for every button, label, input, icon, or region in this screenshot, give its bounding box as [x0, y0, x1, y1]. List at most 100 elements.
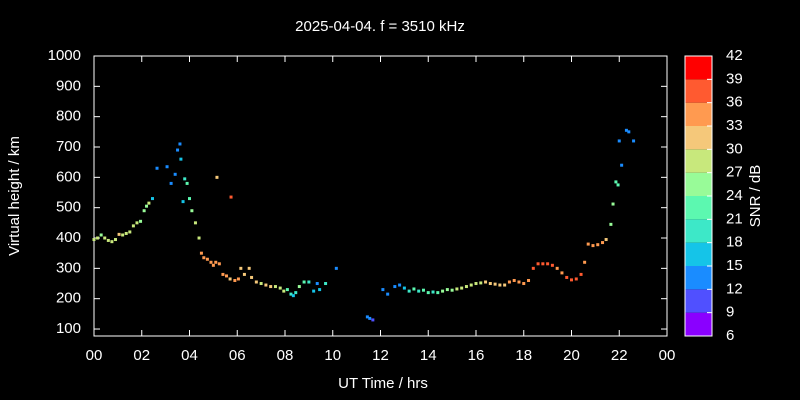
colorbar-tick-label: 18 — [726, 234, 743, 251]
y-tick-label: 600 — [56, 168, 81, 185]
point — [205, 257, 209, 261]
point — [291, 294, 295, 298]
point — [365, 315, 369, 319]
point — [145, 204, 149, 208]
point — [407, 289, 411, 293]
point — [239, 266, 243, 270]
colorbar-bin — [685, 79, 712, 103]
point — [121, 233, 125, 237]
point — [611, 202, 615, 206]
point — [616, 183, 620, 187]
colorbar-tick-label: 30 — [726, 140, 743, 157]
colorbar-tick-label: 42 — [726, 47, 743, 64]
point — [181, 200, 185, 204]
point — [99, 233, 103, 237]
point — [173, 172, 177, 176]
x-tick-label: 06 — [229, 347, 246, 364]
x-tick-label: 04 — [181, 347, 198, 364]
point — [555, 266, 559, 270]
point — [285, 288, 289, 292]
colorbar-tick-label: 9 — [726, 304, 734, 321]
point — [312, 289, 316, 293]
point — [431, 290, 435, 294]
x-tick-label: 10 — [324, 347, 341, 364]
y-axis-label: Virtual height / km — [6, 136, 23, 256]
point — [113, 238, 117, 242]
point — [368, 316, 372, 320]
point — [233, 278, 237, 282]
point — [412, 287, 416, 291]
colorbar-tick-label: 24 — [726, 187, 743, 204]
point — [560, 271, 564, 275]
point — [318, 288, 322, 292]
point — [617, 139, 621, 143]
point — [103, 236, 107, 240]
colorbar-bin — [685, 126, 712, 150]
point — [282, 289, 286, 293]
point — [117, 232, 121, 236]
colorbar-bin — [685, 102, 712, 126]
point — [142, 209, 146, 213]
point — [402, 286, 406, 290]
colorbar-tick-label: 21 — [726, 210, 743, 227]
x-tick-label: 22 — [611, 347, 628, 364]
point — [445, 288, 449, 292]
point — [624, 128, 628, 132]
chart-title: 2025-04-04. f = 3510 kHz — [295, 18, 465, 35]
point — [574, 277, 578, 281]
point — [147, 201, 151, 205]
point — [131, 224, 135, 228]
point — [278, 286, 282, 290]
x-tick-label: 02 — [133, 347, 150, 364]
point — [155, 166, 159, 170]
point — [315, 282, 319, 286]
point — [221, 272, 225, 276]
point — [190, 209, 194, 213]
point — [565, 275, 569, 279]
point — [586, 242, 590, 246]
point — [197, 236, 201, 240]
y-tick-label: 800 — [56, 108, 81, 125]
point — [596, 243, 600, 247]
point — [479, 281, 483, 285]
y-tick-label: 400 — [56, 229, 81, 246]
colorbar-tick-label: 6 — [726, 327, 734, 344]
point — [536, 262, 540, 266]
point — [236, 277, 240, 281]
y-tick-label: 500 — [56, 199, 81, 216]
point — [176, 148, 180, 152]
point — [124, 231, 128, 235]
point — [398, 283, 402, 287]
colorbar-bin — [685, 196, 712, 220]
colorbar-tick-label: 33 — [726, 117, 743, 134]
point — [450, 288, 454, 292]
point — [273, 285, 277, 289]
point — [178, 142, 182, 146]
point — [417, 289, 421, 293]
y-tick-label: 1000 — [48, 47, 81, 64]
point — [512, 278, 516, 282]
point — [209, 260, 213, 264]
point — [455, 287, 459, 291]
point — [179, 157, 183, 161]
point — [307, 280, 311, 284]
point — [474, 282, 478, 286]
point — [302, 280, 306, 284]
point — [297, 285, 301, 289]
point — [254, 280, 258, 284]
colorbar-bin — [685, 56, 712, 80]
point — [250, 275, 254, 279]
colorbar-tick-label: 27 — [726, 164, 743, 181]
y-tick-label: 700 — [56, 138, 81, 155]
point — [128, 230, 132, 234]
point — [150, 197, 154, 201]
point — [211, 263, 215, 267]
point — [517, 280, 521, 284]
point — [436, 291, 440, 295]
point — [507, 280, 511, 284]
colorbar-bin — [685, 149, 712, 173]
point — [135, 221, 139, 225]
point — [546, 262, 550, 266]
point — [469, 283, 473, 287]
point — [498, 283, 502, 287]
